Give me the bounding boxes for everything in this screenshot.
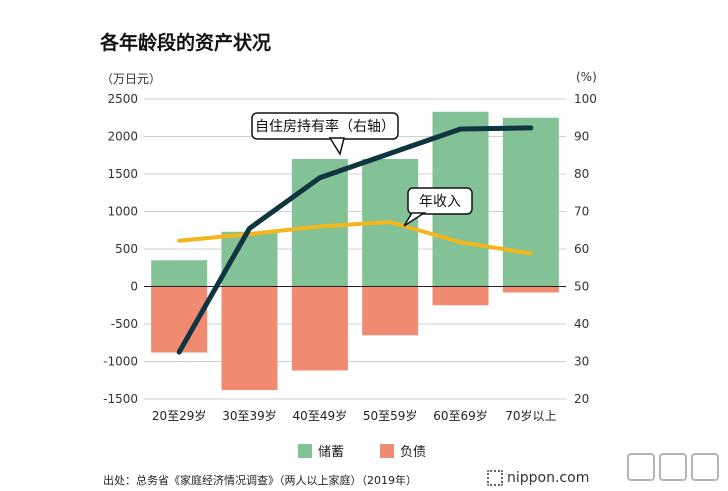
chart-title: 各年龄段的资产状况 — [100, 32, 272, 54]
y-left-tick-label: 2500 — [107, 92, 138, 106]
x-tick-label: 40至49岁 — [293, 408, 348, 423]
y-right-tick-label: 100 — [574, 92, 597, 106]
x-tick-label: 20至29岁 — [152, 408, 207, 423]
bar-debt — [221, 286, 278, 390]
y-right-tick-label: 20 — [574, 392, 589, 406]
income-callout-pointer — [403, 212, 427, 227]
x-tick-label: 70岁以上 — [505, 408, 556, 423]
legend-swatch-debt — [380, 443, 395, 458]
homeownership-callout-group: 自住房持有率（右轴） — [251, 112, 399, 156]
y-left-tick-label: 1000 — [107, 205, 138, 219]
brand-mark: nippon.com — [487, 470, 589, 486]
income-line — [177, 220, 533, 256]
y-left-tick-label: 500 — [115, 242, 138, 256]
y-right-tick-label: 50 — [574, 280, 589, 294]
y-left-tick-label: -1000 — [103, 355, 138, 369]
homeownership-callout-label: 自住房持有率（右轴） — [255, 118, 395, 135]
brand-logo-icon — [487, 470, 503, 486]
homeownership-callout-box — [251, 112, 399, 140]
y-right-tick-label: 90 — [574, 130, 589, 144]
y-right-tick-label: 80 — [574, 167, 589, 181]
income-callout-group: 年收入 — [403, 187, 473, 227]
x-tick-label: 30至39岁 — [222, 408, 277, 423]
chart-legend: 储蓄 负债 — [298, 441, 426, 460]
y-right-tick-label: 70 — [574, 205, 589, 219]
homeownership-callout-pointer — [328, 137, 345, 156]
bar-debt — [432, 286, 489, 306]
y-right-tick-label: 30 — [574, 355, 589, 369]
y-left-tick-label: 2000 — [107, 130, 138, 144]
bar-debt — [291, 286, 348, 371]
bar-savings — [151, 260, 208, 287]
legend-label-debt: 负债 — [400, 445, 427, 460]
y-right-tick-label: 40 — [574, 317, 589, 331]
legend-item-debt: 负债 — [380, 441, 426, 460]
bar-savings — [502, 117, 559, 287]
y-left-tick-label: 0 — [130, 280, 138, 294]
y-left-tick-label: 1500 — [107, 167, 138, 181]
homeownership-line — [176, 125, 534, 355]
legend-swatch-savings — [298, 443, 312, 458]
logo-watermark-icon — [627, 453, 719, 481]
right-axis-unit: (%) — [576, 70, 597, 84]
legend-label-savings: 储蓄 — [318, 445, 345, 460]
bar-debt — [362, 286, 419, 336]
income-callout-label: 年收入 — [419, 194, 461, 210]
left-axis-unit: （万日元） — [101, 72, 162, 86]
y-right-tick-label: 60 — [574, 242, 589, 256]
income-callout-box — [407, 187, 473, 215]
bar-debt — [502, 286, 559, 293]
legend-item-savings: 储蓄 — [298, 441, 344, 460]
y-left-tick-label: -500 — [111, 317, 138, 331]
brand-name: nippon.com — [507, 470, 590, 486]
y-left-tick-label: -1500 — [103, 392, 138, 406]
x-tick-label: 50至59岁 — [363, 408, 418, 423]
x-tick-label: 60至69岁 — [433, 408, 488, 423]
source-note: 出处：总务省《家庭经济情况调查》（两人以上家庭）（2019年） — [103, 474, 417, 487]
